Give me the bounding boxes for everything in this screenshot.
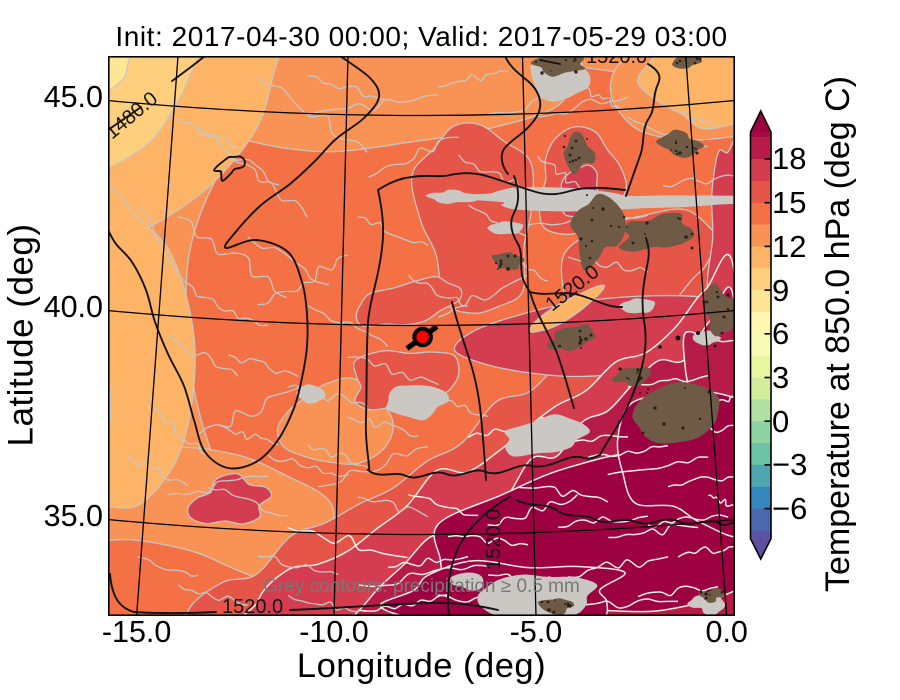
- svg-text:1520.0: 1520.0: [586, 56, 647, 68]
- svg-text:1520.0: 1520.0: [483, 509, 505, 570]
- svg-text:Grey contours: precipitation ≥: Grey contours: precipitation ≥ 0.5 mm: [263, 576, 580, 597]
- svg-text:1520.0: 1520.0: [222, 596, 283, 616]
